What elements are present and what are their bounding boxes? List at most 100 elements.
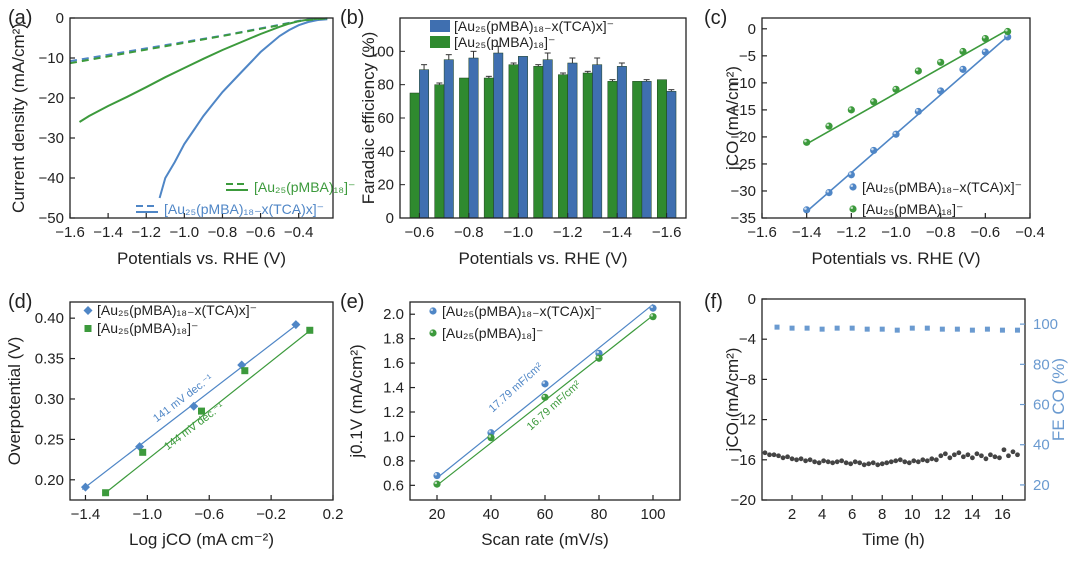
- d-point-square: [102, 489, 110, 497]
- f-point-fe: [939, 326, 945, 332]
- c-point-blue-highlight: [804, 207, 807, 210]
- a-ytick-label: −20: [39, 90, 64, 107]
- a-ytick-label: −40: [39, 170, 64, 187]
- c-point-green: [803, 138, 811, 146]
- f-point-jco: [843, 460, 849, 466]
- b-xtick-label: −1.6: [652, 224, 682, 241]
- c-point-blue: [803, 206, 811, 214]
- f-point-jco: [839, 458, 845, 464]
- b-ytick-label: 60: [377, 110, 394, 127]
- b-bar-blue: [443, 59, 454, 219]
- e-point-green: [649, 313, 657, 321]
- f-point-jco: [988, 452, 993, 458]
- c-point-green-highlight: [915, 68, 919, 71]
- c-fit-line: [806, 35, 1009, 213]
- b-xtick-label: −0.8: [454, 224, 484, 241]
- c-ytick-label: −15: [731, 102, 756, 119]
- b-bar-green: [582, 72, 593, 219]
- c-point-blue: [870, 146, 878, 155]
- a-ylabel: Current density (mA/cm²): [9, 23, 28, 213]
- f-point-fe: [1014, 327, 1020, 333]
- f-point-jco: [803, 458, 808, 464]
- f-point-jco: [992, 454, 998, 460]
- d-point-square: [306, 326, 314, 334]
- b-bar-blue: [419, 69, 430, 219]
- b-legend-label-green: [Au₂₅(pMBA)₁₈]⁻: [454, 34, 555, 50]
- b-xtick-label: −1.2: [553, 224, 583, 241]
- e-point-green-highlight: [542, 394, 545, 398]
- c-point-blue: [914, 107, 922, 116]
- c-point-blue-highlight: [960, 66, 963, 70]
- f-point-jco: [866, 461, 872, 467]
- c-point-green: [914, 67, 922, 75]
- d-frame: [69, 301, 334, 501]
- f-xlabel: Time (h): [862, 530, 925, 549]
- d-point-diamond: [291, 320, 301, 330]
- e-ylabel: j0.1V (mA/cm²): [347, 344, 366, 458]
- b-ytick-label: 0: [386, 210, 394, 227]
- d-xtick-label: −0.6: [194, 506, 224, 523]
- c-point-blue: [892, 130, 900, 138]
- c-point-green: [892, 85, 900, 93]
- f-xtick-label: 4: [818, 506, 826, 523]
- d-legend-label-green: [Au₂₅(pMBA)₁₈]⁻: [97, 320, 198, 336]
- f-point-jco: [785, 454, 790, 460]
- e-legend-marker-green-highlight: [430, 330, 433, 333]
- e-legend-marker-green: [429, 329, 437, 337]
- f-point-jco: [897, 457, 903, 463]
- c-legend-label-blue: [Au₂₅(pMBA)₁₈₋x(TCA)x]⁻: [862, 179, 1022, 195]
- c-point-blue: [825, 188, 833, 197]
- f-ytick-label: 0: [748, 291, 756, 308]
- f-xtick-label: 12: [934, 506, 951, 523]
- b-bar-blue: [641, 81, 652, 219]
- f-point-jco: [965, 452, 971, 458]
- f-point-jco: [983, 456, 989, 462]
- d-xlabel: Log jCO (mA cm⁻²): [129, 530, 274, 549]
- b-ytick-label: 20: [377, 177, 394, 194]
- f-point-jco: [979, 453, 984, 459]
- b-ytick-label: 80: [377, 77, 394, 94]
- c-xtick-label: −0.6: [971, 224, 1001, 241]
- f-ytick-r-label: 60: [1033, 397, 1050, 414]
- f-point-jco: [929, 456, 935, 462]
- b-legend-swatch-blue: [430, 20, 450, 32]
- e-legend-marker-blue-highlight: [430, 308, 433, 311]
- f-point-jco: [911, 458, 917, 464]
- e-annotation-green: 16.79 mF/cm²: [525, 378, 584, 433]
- f-ytick-r-label: 40: [1033, 437, 1050, 454]
- c-point-green-highlight: [826, 123, 829, 127]
- c-point-green: [847, 106, 855, 114]
- c-ytick-label: −10: [731, 75, 756, 92]
- a-series-line-3: [69, 17, 328, 65]
- c-point-green-highlight: [893, 86, 896, 90]
- f-point-jco: [933, 457, 939, 463]
- e-point-green-highlight: [488, 435, 491, 438]
- b-bar-green: [533, 66, 544, 219]
- f-point-jco: [852, 459, 858, 465]
- c-point-blue-highlight: [893, 131, 896, 135]
- e-legend-label-green: [Au₂₅(pMBA)₁₈]⁻: [442, 325, 543, 341]
- d-ytick-label: 0.25: [35, 431, 64, 448]
- f-point-jco: [942, 451, 948, 457]
- c-ylabel: jCO (mA/cm²): [723, 66, 742, 171]
- c-ytick-label: −30: [731, 183, 756, 200]
- d-legend-marker-diamond: [83, 306, 93, 315]
- c-xtick-label: −1.0: [881, 224, 911, 241]
- c-point-green: [959, 47, 967, 56]
- d-point-square: [241, 367, 249, 375]
- f-xtick-label: 2: [788, 506, 796, 523]
- f-point-jco: [1010, 449, 1016, 455]
- d-legend-marker-square: [84, 325, 92, 332]
- a-ytick-label: −50: [39, 210, 64, 227]
- c-point-blue-highlight: [826, 190, 829, 193]
- c-legend-marker-green: [849, 205, 857, 213]
- f-point-jco: [830, 460, 836, 466]
- a-xlabel: Potentials vs. RHE (V): [117, 249, 286, 268]
- c-legend-marker-blue: [849, 183, 857, 191]
- b-bar-blue: [542, 59, 553, 219]
- c-point-green: [870, 98, 878, 106]
- f-xtick-label: 10: [904, 506, 921, 523]
- b-bar-blue: [493, 52, 504, 219]
- f-ytick-label: −20: [731, 492, 756, 509]
- f-point-fe: [774, 324, 780, 330]
